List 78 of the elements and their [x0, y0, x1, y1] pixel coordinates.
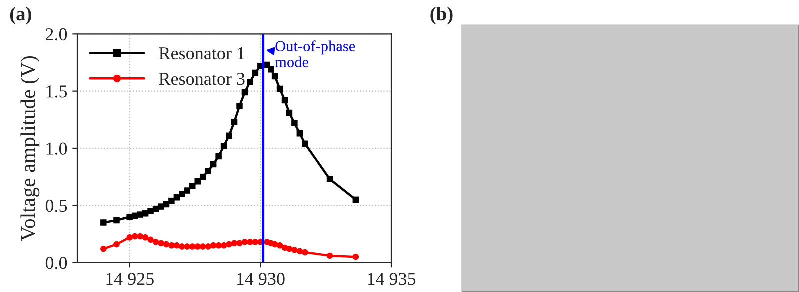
point [292, 120, 298, 126]
point [226, 132, 232, 140]
y-tick-label: 0.0 [46, 257, 68, 270]
point [205, 168, 212, 174]
chart-title: (a) [10, 6, 32, 25]
point [220, 143, 228, 150]
point [194, 178, 201, 185]
point [352, 196, 360, 204]
point [142, 234, 149, 241]
annotation: Out-of-phase mode [275, 40, 356, 68]
point [163, 241, 170, 248]
point [268, 66, 274, 73]
point [200, 174, 206, 180]
point [296, 248, 304, 254]
point [190, 244, 196, 250]
y-tick-label: 2.0 [46, 28, 68, 41]
point [100, 246, 107, 252]
point [286, 246, 293, 252]
point [142, 210, 149, 217]
point [272, 241, 278, 248]
point [252, 239, 259, 246]
point [114, 217, 120, 224]
point [174, 194, 180, 201]
point [282, 97, 288, 104]
point [210, 161, 217, 168]
point [236, 240, 243, 246]
point [205, 244, 212, 250]
point [302, 140, 308, 148]
point [216, 242, 222, 249]
point [132, 233, 138, 240]
point [286, 110, 293, 116]
point [247, 239, 254, 246]
point [179, 191, 186, 198]
point [126, 234, 133, 241]
legend-label: Resonator 3 [159, 73, 245, 86]
point [152, 239, 160, 246]
point [231, 240, 238, 246]
point [326, 252, 334, 260]
legend-label: Resonator 1 [159, 48, 244, 60]
text: (b) [430, 6, 453, 25]
point [272, 73, 278, 80]
point [216, 153, 222, 160]
point [276, 242, 284, 249]
point [276, 86, 284, 92]
point [252, 70, 259, 76]
point [326, 176, 334, 182]
point [148, 208, 154, 214]
point [231, 119, 238, 126]
point [302, 249, 308, 256]
point [352, 254, 360, 260]
point [148, 236, 154, 244]
point [242, 239, 248, 246]
y-tick-label: 1.0 [46, 142, 68, 156]
point [220, 242, 228, 249]
x-tick-label: 14 930 [237, 273, 285, 286]
point [114, 241, 120, 248]
point [292, 247, 298, 254]
point [100, 220, 107, 226]
point [158, 204, 164, 210]
y-axis-title: Voltage amplitude (V) [20, 56, 40, 242]
point [168, 242, 175, 249]
point [184, 188, 191, 194]
point [190, 183, 196, 190]
y-tick-label: 0.5 [46, 200, 68, 212]
x-tick-label: 14 935 [368, 273, 416, 286]
point [296, 130, 304, 137]
point [210, 242, 217, 249]
point [247, 79, 254, 86]
point [226, 241, 232, 248]
y-tick-label: 1.5 [46, 86, 68, 98]
point [179, 244, 186, 250]
point [242, 89, 248, 96]
point [158, 240, 164, 246]
point [168, 198, 175, 204]
point [137, 233, 144, 240]
point [200, 244, 206, 250]
x-tick-label: 14 925 [106, 273, 154, 286]
point [236, 103, 243, 110]
